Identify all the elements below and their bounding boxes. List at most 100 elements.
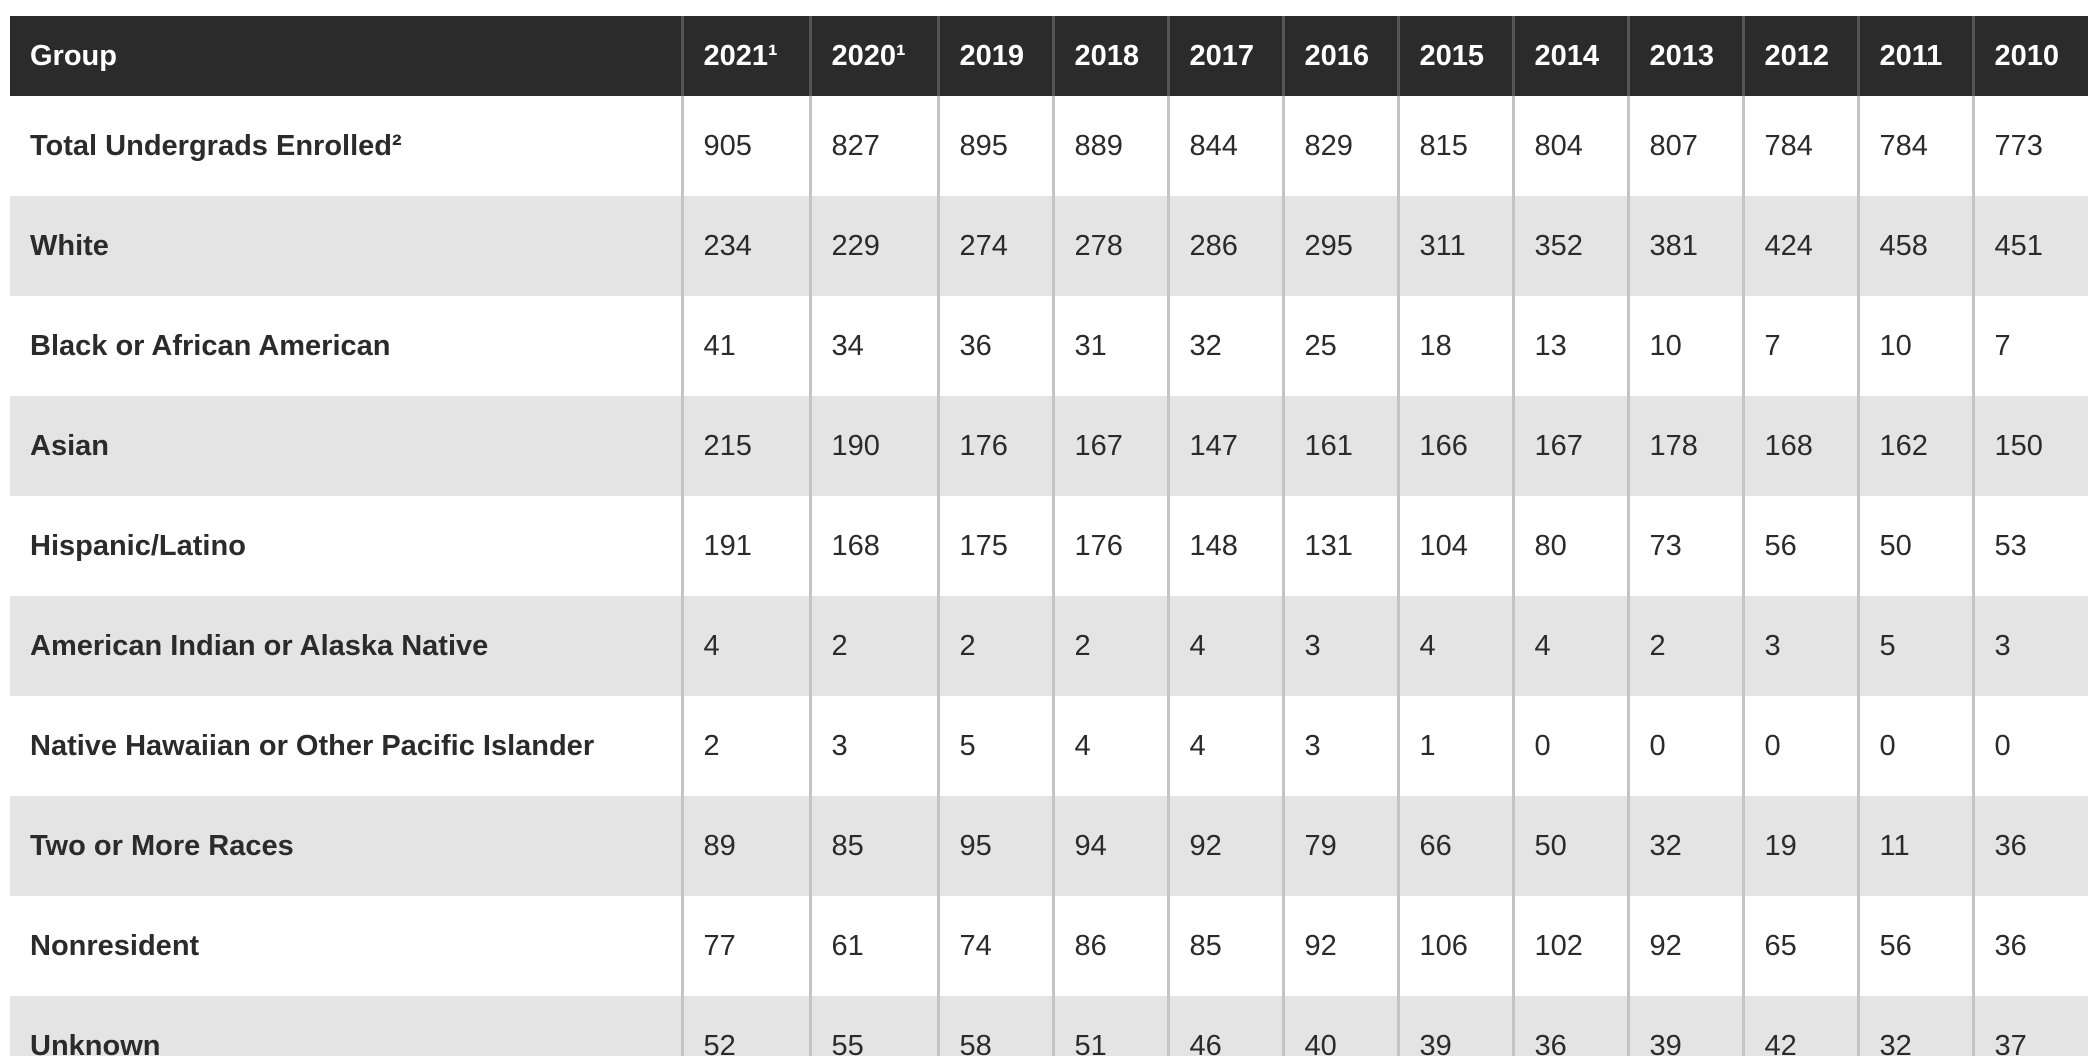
cell-value: 55: [808, 996, 938, 1056]
cell-value: 176: [1051, 496, 1168, 596]
cell-value: 42: [1741, 996, 1858, 1056]
cell-value: 77: [680, 896, 810, 996]
table-container: Group 2021¹ 2020¹ 2019 2018 2017 2016 2015 2014 2…: [10, 16, 2096, 1056]
cell-value: 95: [936, 796, 1053, 896]
cell-value: 13: [1511, 296, 1628, 396]
cell-value: 31: [1051, 296, 1168, 396]
cell-value: 104: [1396, 496, 1513, 596]
year-header: 2010: [1971, 16, 2088, 96]
cell-value: 458: [1856, 196, 1973, 296]
cell-value: 37: [1971, 996, 2088, 1056]
cell-value: 32: [1166, 296, 1283, 396]
cell-value: 3: [1741, 596, 1858, 696]
cell-value: 2: [1626, 596, 1743, 696]
cell-value: 295: [1281, 196, 1398, 296]
cell-value: 150: [1971, 396, 2088, 496]
cell-value: 807: [1626, 96, 1743, 196]
cell-value: 5: [1856, 596, 1973, 696]
group-label: Two or More Races: [10, 796, 682, 896]
cell-value: 25: [1281, 296, 1398, 396]
cell-value: 162: [1856, 396, 1973, 496]
cell-value: 36: [1971, 896, 2088, 996]
year-header: 2015: [1396, 16, 1513, 96]
cell-value: 191: [680, 496, 810, 596]
cell-value: 73: [1626, 496, 1743, 596]
cell-value: 0: [1741, 696, 1858, 796]
table-row: Two or More Races 89 85 95 94 92 79 66 50 32 19 11 3…: [10, 796, 2088, 896]
cell-value: 92: [1626, 896, 1743, 996]
enrollment-table: Group 2021¹ 2020¹ 2019 2018 2017 2016 2015 2014 2…: [10, 16, 2088, 1056]
cell-value: 4: [680, 596, 810, 696]
group-label: White: [10, 196, 682, 296]
cell-value: 147: [1166, 396, 1283, 496]
cell-value: 7: [1741, 296, 1858, 396]
cell-value: 2: [808, 596, 938, 696]
cell-value: 161: [1281, 396, 1398, 496]
cell-value: 804: [1511, 96, 1628, 196]
cell-value: 229: [808, 196, 938, 296]
cell-value: 39: [1396, 996, 1513, 1056]
cell-value: 175: [936, 496, 1053, 596]
table-header: Group 2021¹ 2020¹ 2019 2018 2017 2016 2015 2014 2…: [10, 16, 2088, 96]
group-label: Black or African American: [30, 329, 391, 362]
cell-value: 58: [936, 996, 1053, 1056]
cell-value: 167: [1511, 396, 1628, 496]
table-body: Total Undergrads Enrolled² 905 827 895 889 84…: [10, 96, 2088, 1056]
cell-value: 166: [1396, 396, 1513, 496]
cell-value: 39: [1626, 996, 1743, 1056]
cell-value: 32: [1626, 796, 1743, 896]
cell-value: 827: [808, 96, 938, 196]
cell-value: 2: [936, 596, 1053, 696]
group-label: Asian: [10, 396, 682, 496]
cell-value: 889: [1051, 96, 1168, 196]
group-label: Nonresident: [30, 929, 200, 962]
cell-value: 11: [1856, 796, 1973, 896]
cell-value: 85: [808, 796, 938, 896]
cell-value: 52: [680, 996, 810, 1056]
cell-value: 4: [1051, 696, 1168, 796]
cell-value: 3: [1971, 596, 2088, 696]
cell-value: 40: [1281, 996, 1398, 1056]
group-label: Total Undergrads Enrolled²: [30, 129, 402, 162]
cell-value: 53: [1971, 496, 2088, 596]
year-header: 2012: [1741, 16, 1858, 96]
cell-value: 10: [1856, 296, 1973, 396]
cell-value: 148: [1166, 496, 1283, 596]
year-header: 2013: [1626, 16, 1743, 96]
header-row: Group 2021¹ 2020¹ 2019 2018 2017 2016 2015 2014 2…: [10, 16, 2088, 96]
cell-value: 106: [1396, 896, 1513, 996]
cell-value: 895: [936, 96, 1053, 196]
table-row: Unknown 52 55 58 51 46 40 39 36 39 42 32 37: [10, 996, 2088, 1056]
cell-value: 89: [680, 796, 810, 896]
cell-value: 844: [1166, 96, 1283, 196]
cell-value: 7: [1971, 296, 2088, 396]
cell-value: 381: [1626, 196, 1743, 296]
cell-value: 80: [1511, 496, 1628, 596]
cell-value: 51: [1051, 996, 1168, 1056]
cell-value: 815: [1396, 96, 1513, 196]
cell-value: 5: [936, 696, 1053, 796]
cell-value: 773: [1971, 96, 2088, 196]
table-row: Total Undergrads Enrolled² 905 827 895 889 84…: [10, 96, 2088, 196]
cell-value: 46: [1166, 996, 1283, 1056]
group-label: Native Hawaiian or Other Pacific Islande…: [30, 729, 595, 762]
year-header: 2014: [1511, 16, 1628, 96]
year-header: 2018: [1051, 16, 1168, 96]
cell-value: 36: [936, 296, 1053, 396]
group-label: Hispanic/Latino: [30, 529, 246, 562]
cell-value: 168: [808, 496, 938, 596]
cell-value: 50: [1856, 496, 1973, 596]
cell-value: 2: [1051, 596, 1168, 696]
table-row: White 234 229 274 278 286 295 311 352 381 424 458 45…: [10, 196, 2088, 296]
cell-value: 829: [1281, 96, 1398, 196]
cell-value: 1: [1396, 696, 1513, 796]
cell-value: 167: [1051, 396, 1168, 496]
cell-value: 74: [936, 896, 1053, 996]
table-row: American Indian or Alaska Native 4 2 2 2 4 3 4 4…: [10, 596, 2088, 696]
cell-value: 286: [1166, 196, 1283, 296]
cell-value: 178: [1626, 396, 1743, 496]
year-header: 2020¹: [808, 16, 938, 96]
cell-value: 61: [808, 896, 938, 996]
cell-value: 278: [1051, 196, 1168, 296]
